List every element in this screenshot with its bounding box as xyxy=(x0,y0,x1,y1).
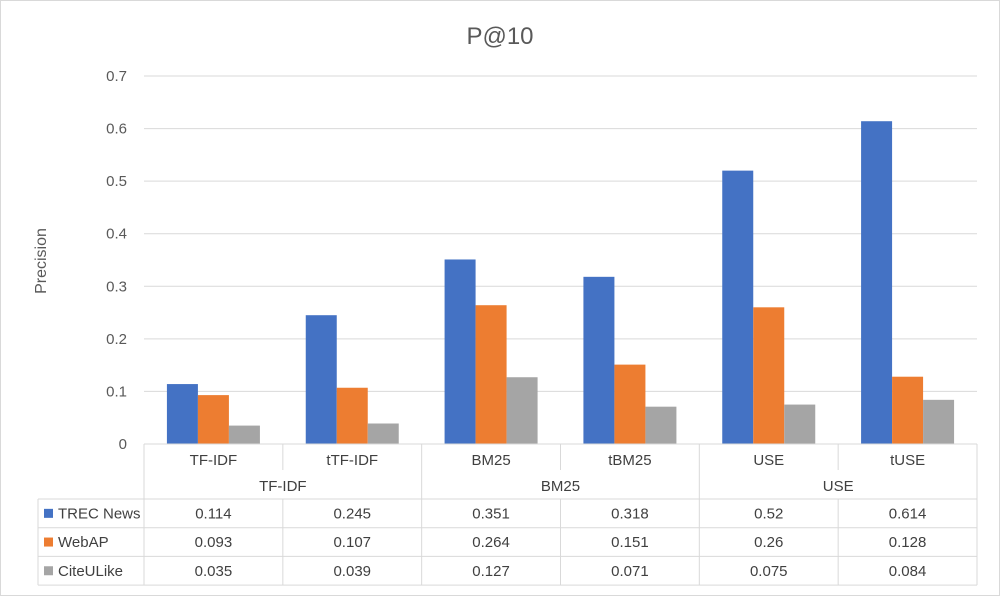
data-label: 0.26 xyxy=(754,534,783,551)
bar-webap xyxy=(753,307,785,444)
data-label: 0.245 xyxy=(333,505,371,522)
y-tick-label: 0.7 xyxy=(106,68,127,85)
bar-webap xyxy=(197,395,229,444)
data-label: 0.075 xyxy=(750,563,788,580)
bar-trec-news xyxy=(444,259,476,444)
legend-swatch xyxy=(44,508,53,518)
bar-citeulike xyxy=(228,425,260,444)
bar-trec-news xyxy=(861,121,893,444)
chart-title: P@10 xyxy=(466,23,533,50)
bar-trec-news xyxy=(583,276,615,444)
data-label: 0.114 xyxy=(195,505,231,522)
data-label: 0.035 xyxy=(195,563,233,580)
bar-citeulike xyxy=(784,404,816,444)
data-label: 0.128 xyxy=(889,534,927,551)
data-label: 0.039 xyxy=(333,563,371,580)
gridlines xyxy=(144,75,977,392)
category-label: tBM25 xyxy=(608,452,651,469)
data-label: 0.071 xyxy=(611,563,649,580)
data-label: 0.127 xyxy=(472,563,510,580)
y-tick-label: 0.3 xyxy=(106,278,127,295)
legend-label: WebAP xyxy=(58,534,109,551)
data-label: 0.52 xyxy=(754,505,783,522)
data-label: 0.264 xyxy=(472,534,510,551)
category-label: tTF-IDF xyxy=(326,452,378,469)
bar-citeulike xyxy=(645,406,677,444)
y-tick-label: 0.2 xyxy=(106,331,127,348)
bar-citeulike xyxy=(923,399,955,444)
bars xyxy=(166,121,955,444)
bar-citeulike xyxy=(367,423,399,444)
legend-swatch xyxy=(44,566,53,576)
legend-label: CiteULike xyxy=(58,563,123,580)
bar-webap xyxy=(614,364,646,444)
category-label: TF-IDF xyxy=(190,452,237,469)
y-axis-label: Precision xyxy=(33,228,50,294)
y-tick-labels: 0 0.1 0.2 0.3 0.4 0.5 0.6 0.7 xyxy=(106,68,127,453)
data-label: 0.614 xyxy=(889,505,927,522)
y-tick-label: 0.1 xyxy=(106,383,127,400)
group-label: USE xyxy=(823,478,854,495)
bar-webap xyxy=(336,387,368,444)
group-label: TF-IDF xyxy=(259,478,306,495)
category-label: tUSE xyxy=(890,452,925,469)
y-tick-label: 0.5 xyxy=(106,173,127,190)
bar-citeulike xyxy=(506,377,538,444)
category-label: BM25 xyxy=(471,452,510,469)
data-label: 0.151 xyxy=(611,534,649,551)
legend-label: TREC News xyxy=(58,505,141,522)
y-tick-label: 0 xyxy=(119,436,127,453)
y-tick-label: 0.4 xyxy=(106,226,127,243)
bar-trec-news xyxy=(722,170,754,444)
data-label: 0.084 xyxy=(889,563,927,580)
data-table: TF-IDF tTF-IDF BM25 tBM25 USE tUSE TF-IDF BM25 U… xyxy=(37,443,978,586)
group-label: BM25 xyxy=(541,478,580,495)
bar-webap xyxy=(892,376,924,444)
bar-trec-news xyxy=(305,315,337,444)
y-tick-label: 0.6 xyxy=(106,121,127,138)
bar-webap xyxy=(475,305,507,444)
legend-swatch xyxy=(44,537,53,547)
category-label: USE xyxy=(753,452,784,469)
data-label: 0.318 xyxy=(611,505,649,522)
data-label: 0.351 xyxy=(472,505,510,522)
data-label: 0.093 xyxy=(195,534,233,551)
data-label: 0.107 xyxy=(333,534,371,551)
bar-trec-news xyxy=(166,384,198,444)
